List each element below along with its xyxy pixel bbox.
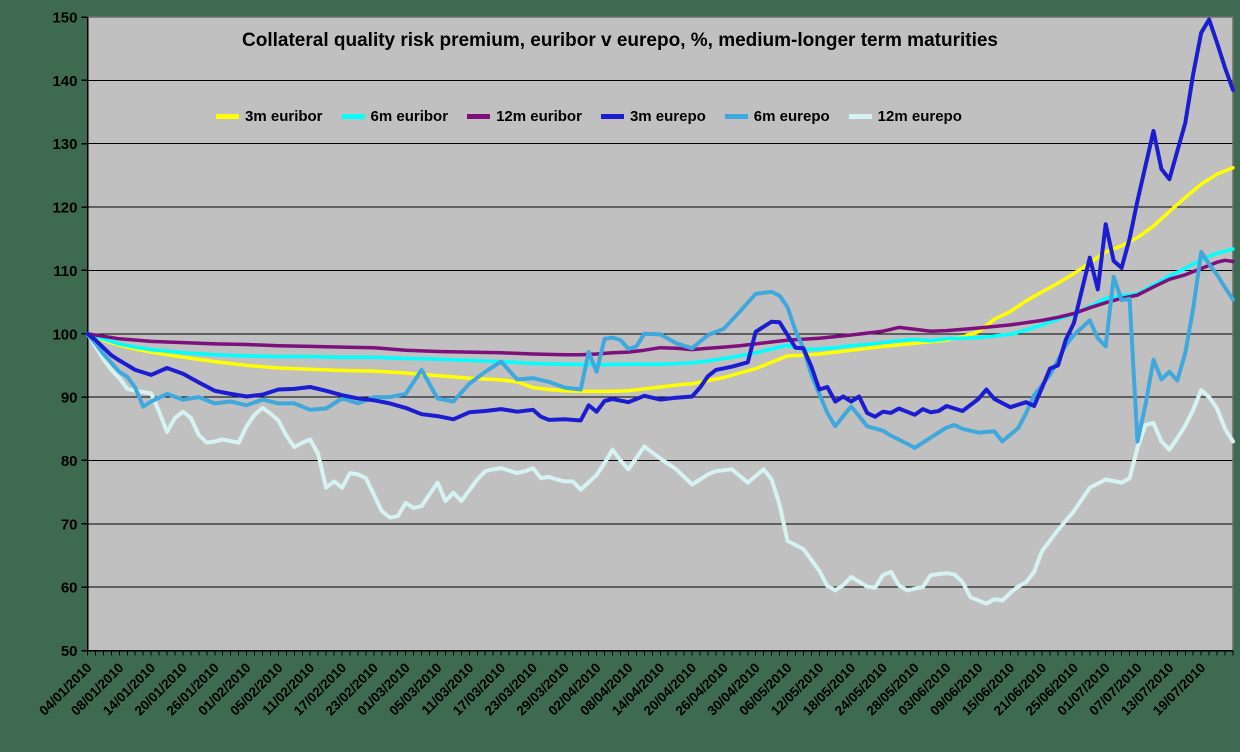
legend-label-3m-euribor: 3m euribor [245, 108, 323, 125]
series-line-3m-euribor [85, 166, 1235, 394]
series-line-12m-euribor [85, 258, 1235, 357]
legend-item-12m-eurepo: 12m eurepo [848, 108, 962, 125]
legend-key-6m-eurepo-icon [724, 114, 748, 119]
legend-key-3m-euribor-icon [216, 114, 239, 119]
chart-title: Collateral quality risk premium, euribor… [242, 30, 998, 51]
series-line-6m-eurepo [85, 250, 1235, 450]
y-tick-label: 150 [52, 10, 77, 27]
legend-item-3m-eurepo: 3m eurepo [600, 108, 706, 125]
y-tick-label: 50 [61, 643, 78, 660]
y-tick-label: 60 [61, 580, 78, 597]
legend-item-12m-euribor: 12m euribor [467, 108, 582, 125]
chart-legend: 3m euribor 6m euribor 12m euribor 3m eur… [216, 108, 962, 125]
series-line-3m-eurepo [85, 17, 1235, 423]
legend-key-6m-euribor-icon [341, 114, 365, 119]
y-tick-label: 130 [52, 136, 77, 153]
legend-item-6m-eurepo: 6m eurepo [724, 108, 830, 125]
legend-label-6m-eurepo: 6m eurepo [753, 108, 830, 125]
legend-item-3m-euribor: 3m euribor [216, 108, 323, 125]
legend-key-12m-eurepo-icon [848, 114, 872, 119]
y-tick-label: 90 [61, 390, 78, 407]
y-tick-label: 70 [61, 516, 78, 533]
series-line-12m-eurepo [85, 331, 1235, 606]
legend-item-6m-euribor: 6m euribor [341, 108, 449, 125]
legend-label-6m-euribor: 6m euribor [370, 108, 449, 125]
y-tick-label: 120 [52, 200, 77, 217]
legend-label-3m-eurepo: 3m eurepo [629, 108, 706, 125]
legend-label-12m-euribor: 12m euribor [496, 108, 582, 125]
y-tick-label: 110 [53, 263, 77, 280]
legend-label-12m-eurepo: 12m eurepo [877, 108, 962, 125]
y-tick-label: 100 [52, 326, 77, 343]
y-tick-label: 140 [52, 73, 77, 90]
y-tick-label: 80 [61, 453, 78, 470]
legend-key-3m-eurepo-icon [600, 114, 624, 119]
legend-key-12m-euribor-icon [467, 114, 491, 119]
